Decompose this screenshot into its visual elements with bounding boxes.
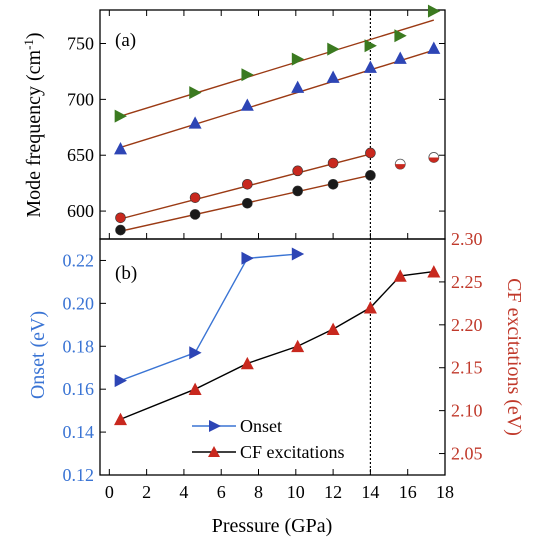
panel-a-series-0-point-0 <box>114 109 128 123</box>
legend-onset-marker <box>209 420 221 432</box>
panel-a-series-1-point-5 <box>363 60 377 73</box>
x-tick-label-7: 14 <box>361 482 379 502</box>
panel-a-series-3-point-5 <box>365 170 376 181</box>
fit-line-1 <box>120 49 435 149</box>
panel-a-series-4-point-1-fill <box>428 157 439 163</box>
series-1-point-1 <box>188 382 202 396</box>
panel-a-series-0-point-7 <box>427 4 441 18</box>
x-axis-label: Pressure (GPa) <box>212 515 333 537</box>
panel-a-series-4-point-1 <box>428 152 440 163</box>
panel-a-ytick-label-0: 600 <box>67 201 94 221</box>
x-tick-label-5: 10 <box>287 482 305 502</box>
panel-a-series-2-point-5 <box>365 147 376 159</box>
panel-a-series-1-point-6 <box>393 51 407 64</box>
panel-a-series-1-point-1 <box>188 116 202 129</box>
legend: Onset CF excitations <box>192 416 345 462</box>
axes-ticks: 0 2 4 6 8 10 12 14 16 18 600 650 700 750 0.12 0.14 0.16 0… <box>63 10 483 502</box>
panel-a-label: (a) <box>115 30 136 51</box>
panel-a-series-3-point-1 <box>189 209 201 220</box>
panel-a-frame <box>99 9 446 240</box>
x-tick-label-6: 12 <box>324 482 342 502</box>
panel-a-ylabel-main: Mode frequency (cm <box>23 49 45 217</box>
panel-a-series-0-point-2 <box>241 68 254 82</box>
series-line-1 <box>120 270 434 420</box>
panel-a-series-3-point-4 <box>327 178 339 190</box>
panel-a-series-1-point-0 <box>114 142 128 155</box>
panel-a-series-2-point-4 <box>327 157 339 169</box>
series-1-point-0 <box>114 412 128 426</box>
series-1-point-7 <box>427 265 441 278</box>
panel-b-ylabel-right: CF excitations (eV) <box>503 278 525 436</box>
panel-b-ytick-right-label-5: 2.30 <box>451 229 483 249</box>
panel-a-ytick-label-1: 650 <box>67 145 94 165</box>
panel-b-ytick-left-label-2: 0.16 <box>63 379 95 399</box>
panel-a-ytick-label-3: 750 <box>67 34 94 54</box>
x-tick-label-4: 8 <box>254 482 263 502</box>
series-1-point-4 <box>326 322 340 335</box>
panel-b-ytick-right-label-2: 2.15 <box>451 358 483 378</box>
panel-a-ylabel-end: ) <box>23 32 45 39</box>
x-tick-label-3: 6 <box>217 482 226 502</box>
panel-b-ytick-right-label-0: 2.05 <box>451 444 483 464</box>
panel-b-ytick-left-label-1: 0.14 <box>63 422 95 442</box>
panel-a-series-2-point-1 <box>189 192 201 203</box>
panel-b-ytick-left-label-0: 0.12 <box>63 465 95 485</box>
series-1-point-5 <box>363 301 377 314</box>
series-0-point-3 <box>291 247 305 261</box>
series-1-point-2 <box>240 356 254 370</box>
x-tick-label-2: 4 <box>179 482 188 502</box>
legend-cf-marker <box>208 446 220 457</box>
fit-line-0 <box>120 19 435 117</box>
x-tick-label-8: 16 <box>399 482 417 502</box>
series-0-point-0 <box>114 374 128 388</box>
panel-b-ytick-right-label-3: 2.20 <box>451 315 483 335</box>
x-tick-label-0: 0 <box>105 482 114 502</box>
panel-b-ytick-left-label-5: 0.22 <box>63 250 95 270</box>
panel-a-series-0-point-5 <box>364 39 377 53</box>
panel-a-series-0-point-1 <box>189 86 202 100</box>
panel-b-ylabel-left: Onset (eV) <box>27 311 49 399</box>
panel-a-series-1-point-3 <box>291 80 305 93</box>
panel-a-ytick-label-2: 700 <box>67 89 94 109</box>
series-1-point-3 <box>291 339 305 353</box>
panel-a-series-2-point-0 <box>115 212 126 224</box>
panel-a-series-0-point-6 <box>394 29 407 43</box>
panel-a-series-1-point-4 <box>326 70 340 83</box>
x-tick-label-9: 18 <box>436 482 454 502</box>
panel-a-series-1-point-2 <box>240 98 254 111</box>
series-0-point-1 <box>189 346 202 360</box>
panel-a-series-1-point-7 <box>427 41 441 54</box>
panel-b-ytick-right-label-1: 2.10 <box>451 401 483 421</box>
legend-cf-label: CF excitations <box>240 442 345 462</box>
panel-a-series-2-point-2 <box>242 178 253 190</box>
series-0-point-2 <box>241 251 254 265</box>
panel-a-series-3-point-3 <box>292 185 303 197</box>
panel-b-label: (b) <box>115 263 137 284</box>
legend-onset-label: Onset <box>240 416 282 436</box>
panel-b-ytick-left-label-4: 0.20 <box>63 293 95 313</box>
panel-a-series-2-point-3 <box>292 165 303 177</box>
panel-b-ytick-left-label-3: 0.18 <box>63 336 95 356</box>
panel-a-series-3-point-0 <box>115 224 126 236</box>
series-1-point-6 <box>393 269 407 282</box>
panel-a-series-4-point-0-fill <box>395 164 406 170</box>
panel-b-ytick-right-label-4: 2.25 <box>451 272 483 292</box>
panel-a-series-4-point-0 <box>394 158 406 170</box>
panel-b-plot <box>114 247 441 426</box>
panel-a-ylabel: Mode frequency (cm-1) <box>21 32 46 217</box>
x-tick-label-1: 2 <box>142 482 151 502</box>
panel-a-series-0-point-3 <box>291 52 305 66</box>
panel-a-series-3-point-2 <box>242 197 253 209</box>
panel-a-series-0-point-4 <box>327 42 340 56</box>
series-line-0 <box>120 253 298 382</box>
panel-b-frame <box>99 238 446 476</box>
panel-a-plot <box>114 4 441 236</box>
panel-a-ylabel-sup: -1 <box>21 39 36 50</box>
